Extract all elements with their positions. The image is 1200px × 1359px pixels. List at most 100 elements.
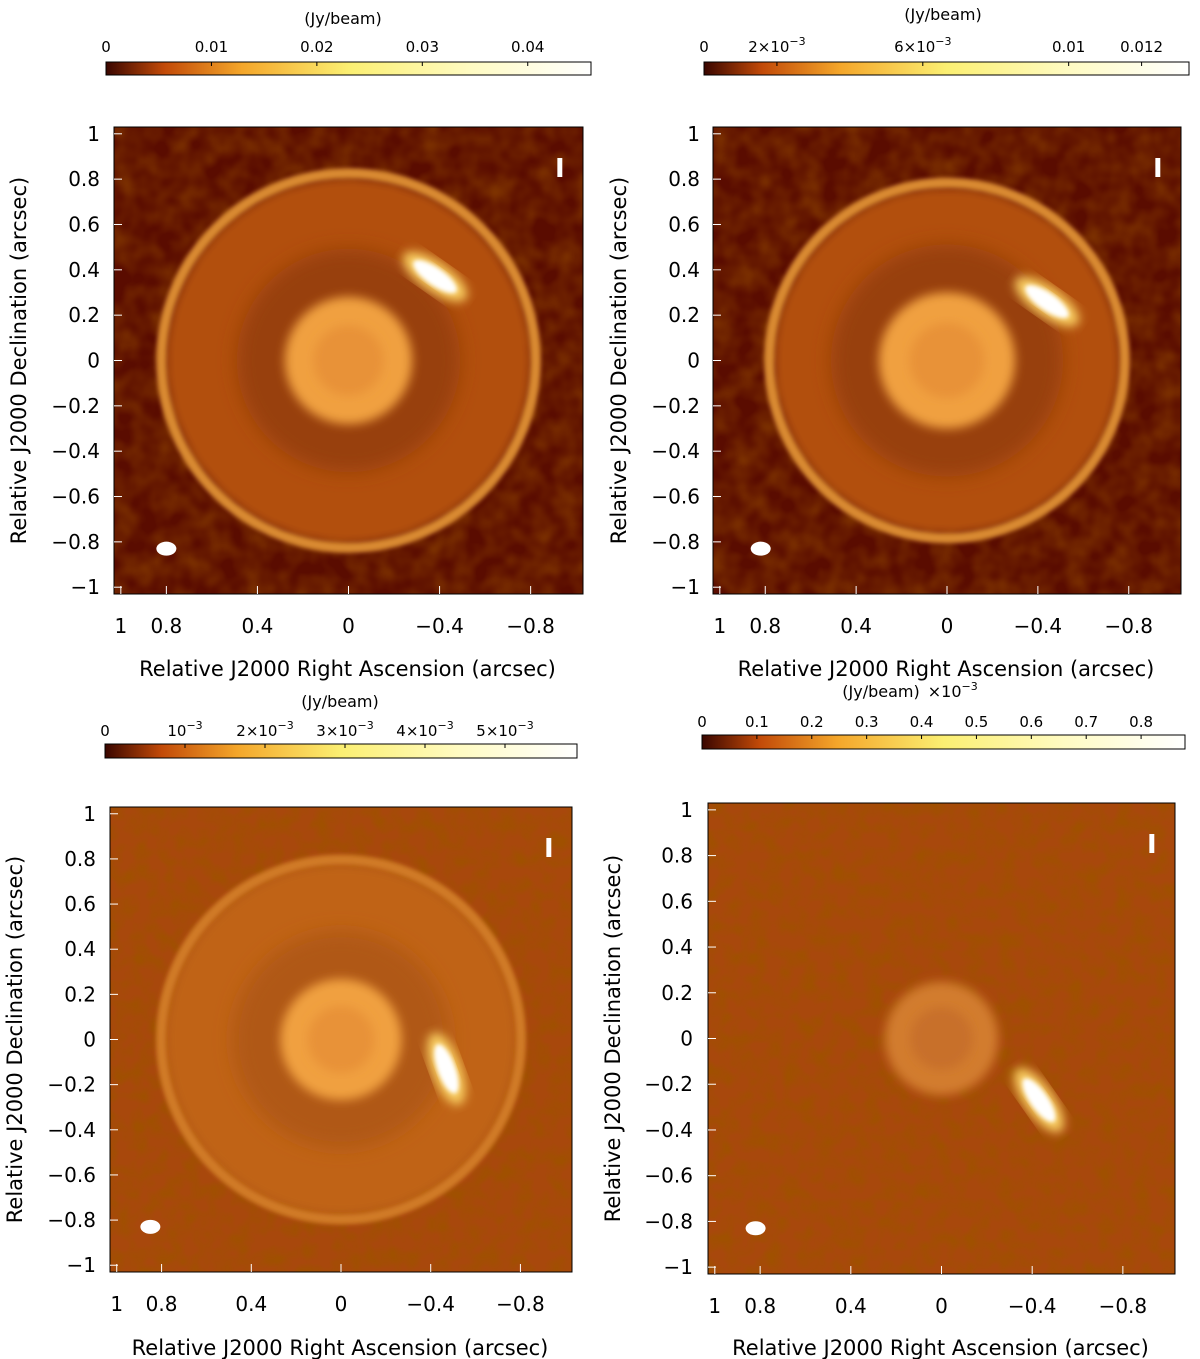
x-tick-label: −0.8 xyxy=(1104,614,1153,638)
y-tick-label: −0.4 xyxy=(51,439,100,463)
y-tick-label: 0.8 xyxy=(668,167,700,191)
colorbar: 0 2×10−3 6×10−3 0.01 0.012 (Jy/beam) xyxy=(699,5,1190,76)
panel-bottom-left: I 1 0.8 0.4 0 −0.4 −0.8 1 0.8 0.6 0.4 0.2 0 −0.2 −0.4 −… xyxy=(3,692,578,1359)
x-axis-title: Relative J2000 Right Ascension (arcsec) xyxy=(139,657,556,681)
outer-ring xyxy=(764,177,1130,544)
stokes-label: I xyxy=(555,154,565,184)
clump xyxy=(1022,1078,1056,1123)
y-tick-label: −0.8 xyxy=(47,1208,96,1232)
x-tick-label: 0 xyxy=(335,1292,348,1316)
panel-top-left: I 1 0.8 0.4 0 −0.4 −0.8 1 0.8 0.6 0.4 0.2 0 −0.2 −0.4 −… xyxy=(7,9,592,681)
y-tick-label: −0.2 xyxy=(47,1073,96,1097)
clump xyxy=(434,1044,459,1094)
x-tick-label: −0.8 xyxy=(506,614,555,638)
x-tick-label: 0.4 xyxy=(242,614,274,638)
colorbar-tick-label: 0.7 xyxy=(1074,713,1098,731)
x-tick-label: 0.8 xyxy=(146,1292,178,1316)
intensity-map xyxy=(110,807,572,1272)
colorbar-unit: (Jy/beam) xyxy=(904,5,981,24)
y-tick-label: 1 xyxy=(87,122,100,146)
colorbar-tick-label: 0 xyxy=(697,713,707,731)
outer-ring xyxy=(156,168,541,553)
x-tick-label: 1 xyxy=(114,614,127,638)
y-tick-label: −0.4 xyxy=(651,439,700,463)
colorbar-tick-label: 0.6 xyxy=(1019,713,1043,731)
colorbar-gradient xyxy=(701,734,1186,750)
colorbar-tick-label: 0.3 xyxy=(855,713,879,731)
colorbar-tick-label: 0 xyxy=(699,38,709,56)
y-tick-label: 0 xyxy=(687,349,700,373)
x-tick-label: −0.4 xyxy=(415,614,464,638)
stokes-label: I xyxy=(1153,154,1163,184)
stokes-label: I xyxy=(1147,830,1157,860)
x-tick-label: 0 xyxy=(342,614,355,638)
colorbar-tick-label: 0.02 xyxy=(300,38,333,56)
colorbar-gradient xyxy=(703,61,1190,76)
y-tick-label: 0 xyxy=(87,349,100,373)
y-tick-label: −0.6 xyxy=(47,1163,96,1187)
colorbar-tick-label: 5×10−3 xyxy=(476,719,533,740)
panel-bottom-right: I 1 0.8 0.4 0 −0.4 −0.8 1 0.8 0.6 0.4 0.2 0 −0.2 −0.4 −… xyxy=(601,680,1186,1359)
colorbar: 0 10−3 2×10−3 3×10−3 4×10−3 5×10−3 (Jy/beam) xyxy=(100,692,578,759)
colorbar-tick-label: 0.012 xyxy=(1120,38,1163,56)
y-tick-label: 0.2 xyxy=(64,982,96,1006)
y-tick-label: −0.2 xyxy=(51,394,100,418)
colorbar-tick-label: 0.03 xyxy=(406,38,439,56)
y-tick-label: 0 xyxy=(83,1028,96,1052)
colorbar: 0 0.01 0.02 0.03 0.04 (Jy/beam) xyxy=(101,9,592,76)
y-tick-label: 0.6 xyxy=(668,212,700,236)
y-tick-label: −0.2 xyxy=(651,394,700,418)
y-tick-label: −1 xyxy=(71,575,100,599)
colorbar: 0 0.1 0.2 0.3 0.4 0.5 0.6 0.7 0.8 (Jy/beam) ×10−3 xyxy=(697,680,1186,750)
beam-ellipse xyxy=(750,541,771,556)
x-tick-label: 1 xyxy=(110,1292,123,1316)
colorbar-tick-label: 0.8 xyxy=(1129,713,1153,731)
y-tick-label: −0.6 xyxy=(651,485,700,509)
x-axis-title: Relative J2000 Right Ascension (arcsec) xyxy=(132,1336,549,1359)
y-tick-label: 0.2 xyxy=(668,303,700,327)
intensity-map xyxy=(114,127,583,594)
x-tick-label: 0.4 xyxy=(840,614,872,638)
colorbar-unit: (Jy/beam) xyxy=(304,9,381,28)
y-tick-label: 0.6 xyxy=(64,892,96,916)
colorbar-unit: (Jy/beam) ×10−3 xyxy=(842,680,977,701)
x-tick-label: −0.4 xyxy=(1008,1294,1057,1318)
clump xyxy=(413,259,457,294)
y-tick-label: 0.4 xyxy=(68,258,100,282)
beam-ellipse xyxy=(140,1219,161,1234)
y-tick-label: 1 xyxy=(687,122,700,146)
y-axis-title: Relative J2000 Declination (arcsec) xyxy=(7,177,31,544)
y-tick-label: −0.8 xyxy=(651,530,700,554)
intensity-map xyxy=(708,803,1175,1274)
colorbar-tick-label: 0.2 xyxy=(800,713,824,731)
y-tick-label: 0 xyxy=(680,1027,693,1051)
colorbar-gradient xyxy=(105,61,592,76)
y-tick-label: 0.6 xyxy=(661,889,693,913)
y-tick-label: −1 xyxy=(664,1255,693,1279)
x-tick-label: 1 xyxy=(708,1294,721,1318)
x-tick-label: 0.4 xyxy=(835,1294,867,1318)
colorbar-tick-label: 10−3 xyxy=(167,719,202,740)
y-tick-label: 0.6 xyxy=(68,212,100,236)
clump xyxy=(1025,284,1069,319)
beam-ellipse xyxy=(745,1221,766,1236)
colorbar-gradient xyxy=(104,743,578,759)
x-tick-label: 0.4 xyxy=(235,1292,267,1316)
x-tick-label: 0.8 xyxy=(749,614,781,638)
y-tick-label: 0.2 xyxy=(661,981,693,1005)
x-tick-label: 1 xyxy=(713,614,726,638)
colorbar-tick-label: 0 xyxy=(100,722,110,740)
x-axis-title: Relative J2000 Right Ascension (arcsec) xyxy=(732,1336,1149,1359)
x-tick-label: −0.8 xyxy=(1099,1294,1148,1318)
y-tick-label: −0.6 xyxy=(51,485,100,509)
stokes-label: I xyxy=(544,834,554,864)
colorbar-tick-label: 0.04 xyxy=(511,38,544,56)
y-tick-label: 1 xyxy=(680,798,693,822)
inner-disk-core xyxy=(909,323,985,398)
y-tick-label: 0.8 xyxy=(64,847,96,871)
y-axis-title: Relative J2000 Declination (arcsec) xyxy=(607,177,631,544)
x-tick-label: 0.8 xyxy=(150,614,182,638)
y-tick-label: 0.2 xyxy=(68,303,100,327)
colorbar-tick-label: 0.01 xyxy=(1052,38,1085,56)
